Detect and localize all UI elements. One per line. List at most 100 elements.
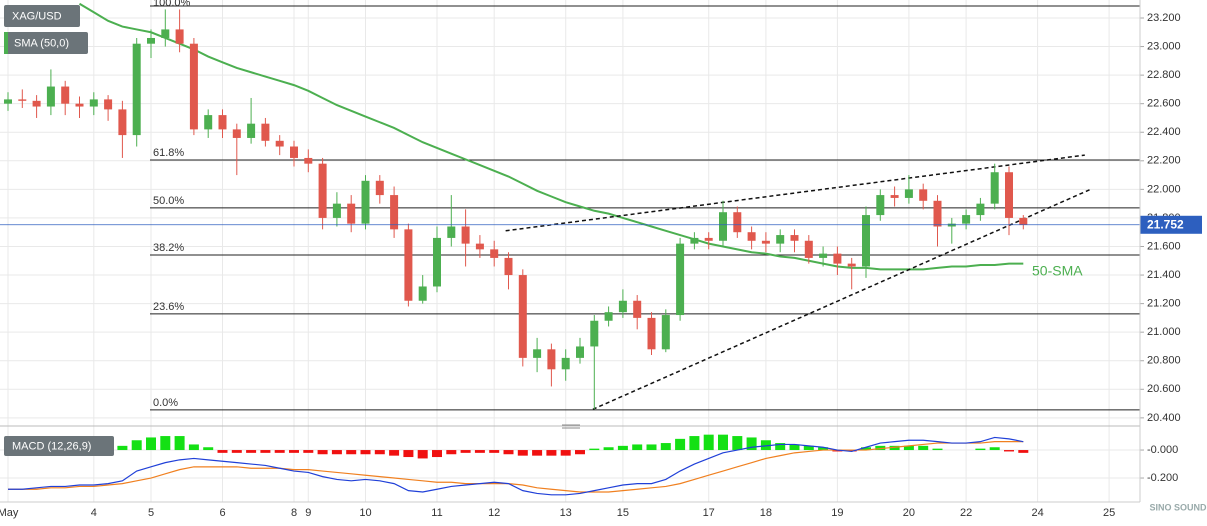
histogram-bar [131,440,142,451]
last-price-label: 21.752 [1147,217,1184,231]
fib-label: 0.0% [153,397,178,409]
candle-body [204,115,213,130]
candle-body [247,123,256,138]
x-tick-label: 18 [760,507,772,519]
histogram-bar [889,445,900,451]
candle-body [804,240,813,258]
candle-body [390,195,399,230]
histogram-bar [117,445,128,451]
y-tick-label: 23.000 [1147,40,1181,52]
histogram-bar [346,450,357,455]
candle-body [504,257,513,276]
candle-body [747,232,756,241]
candle-body [433,237,441,287]
histogram-bar [532,450,543,456]
histogram-bar [417,450,428,459]
candle-body [1019,217,1028,225]
candle-body [75,103,84,107]
histogram-bar [460,450,471,453]
fib-label: 61.8% [153,147,184,159]
candle-body [61,86,70,104]
histogram-bar [217,450,228,453]
candle-body [761,240,770,244]
histogram-bar [903,445,914,451]
y-tick-label: 23.200 [1147,12,1181,24]
legend-box [4,436,114,456]
candle-body [890,195,899,198]
candle-body [261,123,270,141]
y-tick-label: 22.800 [1147,69,1181,81]
histogram-bar [303,450,314,453]
histogram-bar [732,436,743,451]
histogram-bar [489,450,500,453]
candle-body [232,129,241,138]
candle-body [418,286,427,301]
histogram-bar [818,447,829,451]
y-tick-label: 22.000 [1147,183,1181,195]
candle-body [275,140,284,147]
histogram-bar [160,436,171,451]
y-tick-label: -0.200 [1147,472,1178,484]
candle-body [461,226,470,244]
fib-label: 100.0% [153,0,191,9]
candle-body [518,275,527,358]
candle-body [561,357,570,370]
legend-box [4,5,80,27]
legend-sma: SMA (50,0) [14,37,69,49]
candle-body [618,300,627,313]
candle-body [332,203,341,218]
histogram-bar [932,448,943,451]
x-tick-label: 25 [1103,507,1115,519]
candle-body [904,189,913,198]
candle-body [46,86,55,107]
histogram-bar [260,450,271,453]
y-tick-label: 20.800 [1147,355,1181,367]
histogram-bar [374,450,385,455]
candle-body [1005,172,1013,218]
x-tick-label: 6 [219,507,225,519]
histogram-bar [646,444,657,451]
x-tick-label: 20 [903,507,915,519]
histogram-bar [789,444,800,451]
histogram-bar [918,445,929,451]
candle-body [719,212,727,241]
candle-body [876,195,885,216]
x-tick-label: 15 [617,507,629,519]
histogram-bar [246,450,257,453]
x-tick-label: 17 [703,507,715,519]
histogram-bar [632,444,643,451]
y-tick-label: 20.600 [1147,383,1181,395]
histogram-bar [660,443,671,451]
candle-body [590,320,599,347]
fib-label: 38.2% [153,242,184,254]
axis-layer: 23.200 23.000 22.800 22.600 22.400 22.200 22.0… [0,12,1202,519]
histogram-bar [775,443,786,451]
histogram-bar [331,450,342,455]
sma-annotation: 50-SMA [1032,263,1083,279]
histogram-bar [188,444,199,451]
histogram-bar [675,438,686,451]
histogram-bar [146,437,156,451]
candle-body [633,300,642,318]
histogram-bar [546,450,557,456]
histogram-bar [718,434,728,451]
candle-body [189,43,198,130]
candle-body [18,99,27,101]
last-price-box [1140,215,1202,234]
histogram-bar [803,445,814,451]
candle-body [175,29,184,44]
histogram-bar [575,450,585,455]
candle-body [304,157,313,164]
y-tick-label: 22.400 [1147,126,1181,138]
x-tick-label: 10 [359,507,371,519]
histogram-bar [703,434,714,451]
candle-body [290,146,298,158]
histogram-bar [1018,450,1029,453]
candle-body [132,43,141,136]
y-tick-label: 22.600 [1147,98,1181,110]
histogram-bar [289,450,299,453]
candle-body [218,115,227,130]
candle-body [347,203,356,224]
histogram-bar [560,450,571,456]
fib-label: 50.0% [153,195,184,207]
